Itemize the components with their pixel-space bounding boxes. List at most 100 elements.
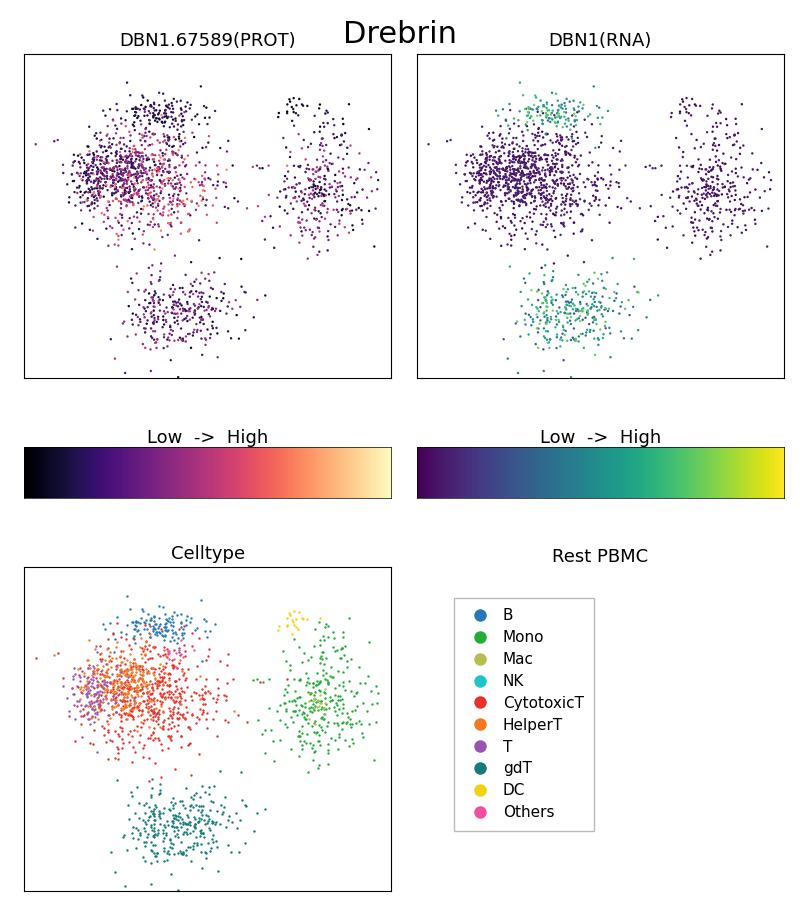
Point xyxy=(535,152,548,166)
T xyxy=(114,685,127,699)
gdT xyxy=(163,802,176,816)
Point xyxy=(680,180,693,194)
gdT xyxy=(179,842,192,857)
Point xyxy=(543,341,556,356)
Point xyxy=(707,206,720,220)
CytotoxicT xyxy=(145,687,158,701)
Point xyxy=(161,99,174,113)
Point xyxy=(351,171,364,185)
HelperT xyxy=(126,673,139,688)
CytotoxicT xyxy=(154,687,167,701)
Point xyxy=(612,176,625,190)
Point xyxy=(318,183,331,197)
Point xyxy=(202,171,215,185)
Point xyxy=(550,174,562,188)
Point xyxy=(516,221,529,236)
Point xyxy=(564,193,577,207)
CytotoxicT xyxy=(98,728,110,742)
Point xyxy=(499,185,512,200)
Point xyxy=(82,199,95,213)
Point xyxy=(109,351,122,365)
gdT xyxy=(152,809,165,824)
Point xyxy=(712,106,725,121)
CytotoxicT xyxy=(231,707,244,722)
Mono xyxy=(327,626,340,640)
Point xyxy=(483,149,496,164)
CytotoxicT xyxy=(98,673,110,688)
Point xyxy=(688,141,701,156)
Point xyxy=(527,206,540,220)
Point xyxy=(194,178,206,193)
CytotoxicT xyxy=(171,706,184,720)
Point xyxy=(710,187,723,202)
Point xyxy=(549,146,562,160)
Point xyxy=(531,302,544,316)
Others xyxy=(170,645,182,660)
HelperT xyxy=(132,674,145,688)
Point xyxy=(342,160,355,175)
Point xyxy=(550,165,562,179)
HelperT xyxy=(139,635,152,650)
Mono xyxy=(306,741,318,755)
Point xyxy=(235,252,248,266)
Point xyxy=(522,147,535,161)
Point xyxy=(486,179,499,194)
Point xyxy=(283,92,296,106)
Point xyxy=(585,199,598,213)
Point xyxy=(481,174,494,188)
HelperT xyxy=(130,665,142,680)
Point xyxy=(305,137,318,151)
Point xyxy=(514,161,526,176)
CytotoxicT xyxy=(30,651,42,665)
HelperT xyxy=(117,644,130,659)
DC xyxy=(287,618,300,633)
Point xyxy=(568,306,581,320)
Point xyxy=(150,111,163,125)
gdT xyxy=(138,824,151,838)
Point xyxy=(67,155,80,169)
Point xyxy=(186,328,199,343)
Point xyxy=(464,185,477,200)
Point xyxy=(479,152,492,166)
Point xyxy=(582,202,595,217)
Point xyxy=(155,176,168,190)
Point xyxy=(589,140,602,155)
Point xyxy=(100,162,113,176)
gdT xyxy=(165,836,178,850)
CytotoxicT xyxy=(162,716,175,731)
Point xyxy=(711,194,724,209)
Point xyxy=(533,129,546,143)
Point xyxy=(696,181,709,195)
Point xyxy=(84,184,97,198)
Point xyxy=(215,284,228,299)
Point xyxy=(178,172,190,186)
Point xyxy=(365,170,378,184)
Point xyxy=(171,199,184,213)
Point xyxy=(299,223,312,238)
Point xyxy=(528,98,541,112)
Point xyxy=(116,166,129,181)
B xyxy=(107,644,120,659)
CytotoxicT xyxy=(196,691,209,706)
Point xyxy=(162,176,174,191)
Point xyxy=(534,153,546,167)
Point xyxy=(710,120,723,134)
Point xyxy=(719,157,732,171)
Point xyxy=(184,276,197,291)
Point xyxy=(527,133,540,148)
Point xyxy=(726,138,739,152)
Point xyxy=(113,170,126,184)
T xyxy=(92,698,105,712)
Point xyxy=(100,129,113,143)
T xyxy=(67,661,80,675)
Point xyxy=(504,166,517,180)
Point xyxy=(524,111,537,125)
Point xyxy=(541,296,554,310)
HelperT xyxy=(93,701,106,716)
gdT xyxy=(132,832,145,846)
Point xyxy=(168,310,181,325)
Point xyxy=(157,164,170,178)
Point xyxy=(690,98,702,112)
Point xyxy=(621,191,634,205)
CytotoxicT xyxy=(190,659,203,673)
